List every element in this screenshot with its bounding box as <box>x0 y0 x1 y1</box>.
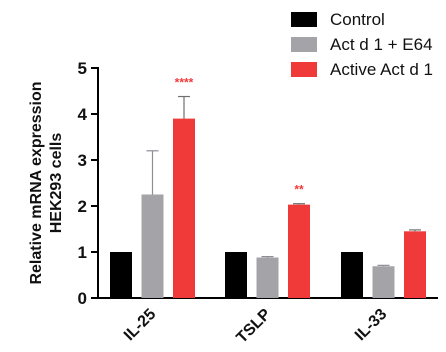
y-tick-label: 0 <box>78 289 87 308</box>
legend-swatch <box>291 12 317 27</box>
legend: Control Act d 1 + E64 Active Act d 1 <box>291 10 433 79</box>
legend-label: Active Act d 1 <box>330 60 433 79</box>
bar-tslp-2 <box>288 205 310 298</box>
bar-tslp-0 <box>225 252 247 298</box>
bar-il-25-2 <box>173 119 195 298</box>
legend-label: Act d 1 + E64 <box>330 35 433 54</box>
bar-il-33-0 <box>341 252 363 298</box>
axes: 0 1 2 3 4 5 IL-25 TSLP IL-33 <box>78 59 438 347</box>
legend-label: Control <box>330 10 385 29</box>
bar-il-33-2 <box>404 231 426 298</box>
bar-il-25-1 <box>142 195 164 299</box>
x-tick-label: TSLP <box>233 306 274 347</box>
bars: ****** <box>110 76 426 298</box>
bar-il-25-0 <box>110 252 132 298</box>
y-tick-label: 2 <box>78 197 87 216</box>
legend-swatch <box>291 37 317 52</box>
y-tick-label: 5 <box>78 59 87 78</box>
y-axis-label: Relative mRNA expression HEK293 cells <box>28 81 65 284</box>
y-axis-title: Relative mRNA expression HEK293 cells <box>28 81 65 284</box>
y-tick-label: 3 <box>78 151 87 170</box>
y-tick-label: 1 <box>78 243 87 262</box>
legend-swatch <box>291 62 317 77</box>
x-tick-label: IL-33 <box>352 306 390 344</box>
y-tick-label: 4 <box>78 105 88 124</box>
bar-tslp-1 <box>257 258 279 298</box>
x-tick-label: IL-25 <box>121 306 159 344</box>
significance-marker: **** <box>175 76 194 90</box>
significance-marker: ** <box>294 183 304 197</box>
bar-il-33-1 <box>373 266 395 298</box>
